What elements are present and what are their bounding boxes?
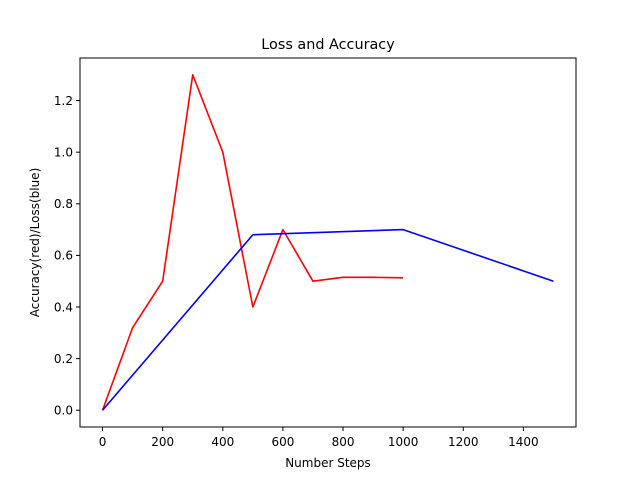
y-tick-label: 1.0 (54, 145, 73, 159)
x-tick-label: 600 (271, 435, 294, 449)
x-tick-label: 400 (211, 435, 234, 449)
x-axis-label: Number Steps (285, 456, 371, 470)
x-tick-label: 1200 (448, 435, 479, 449)
x-tick-label: 200 (151, 435, 174, 449)
x-tick-label: 0 (99, 435, 107, 449)
x-tick-label: 1400 (508, 435, 539, 449)
chart-title: Loss and Accuracy (261, 37, 395, 53)
loss-series-line (101, 228, 554, 411)
ticks-layer: 0 200 400 600 800 1000 1200 1400 0.0 0.2 0.4 0.6 0.8… (54, 94, 539, 449)
accuracy-series-line (101, 73, 404, 411)
y-tick-label: 0.4 (54, 300, 73, 314)
y-tick-label: 0.2 (54, 352, 73, 366)
series-layer (101, 73, 554, 411)
y-tick-label: 0.0 (54, 404, 73, 418)
x-tick-label: 800 (332, 435, 355, 449)
y-axis-label: Accuracy(red)/Loss(blue) (28, 168, 42, 317)
plot-frame (79, 57, 577, 428)
y-tick-label: 0.8 (54, 197, 73, 211)
y-tick-label: 1.2 (54, 94, 73, 108)
x-tick-label: 1000 (388, 435, 419, 449)
y-tick-label: 0.6 (54, 249, 73, 263)
